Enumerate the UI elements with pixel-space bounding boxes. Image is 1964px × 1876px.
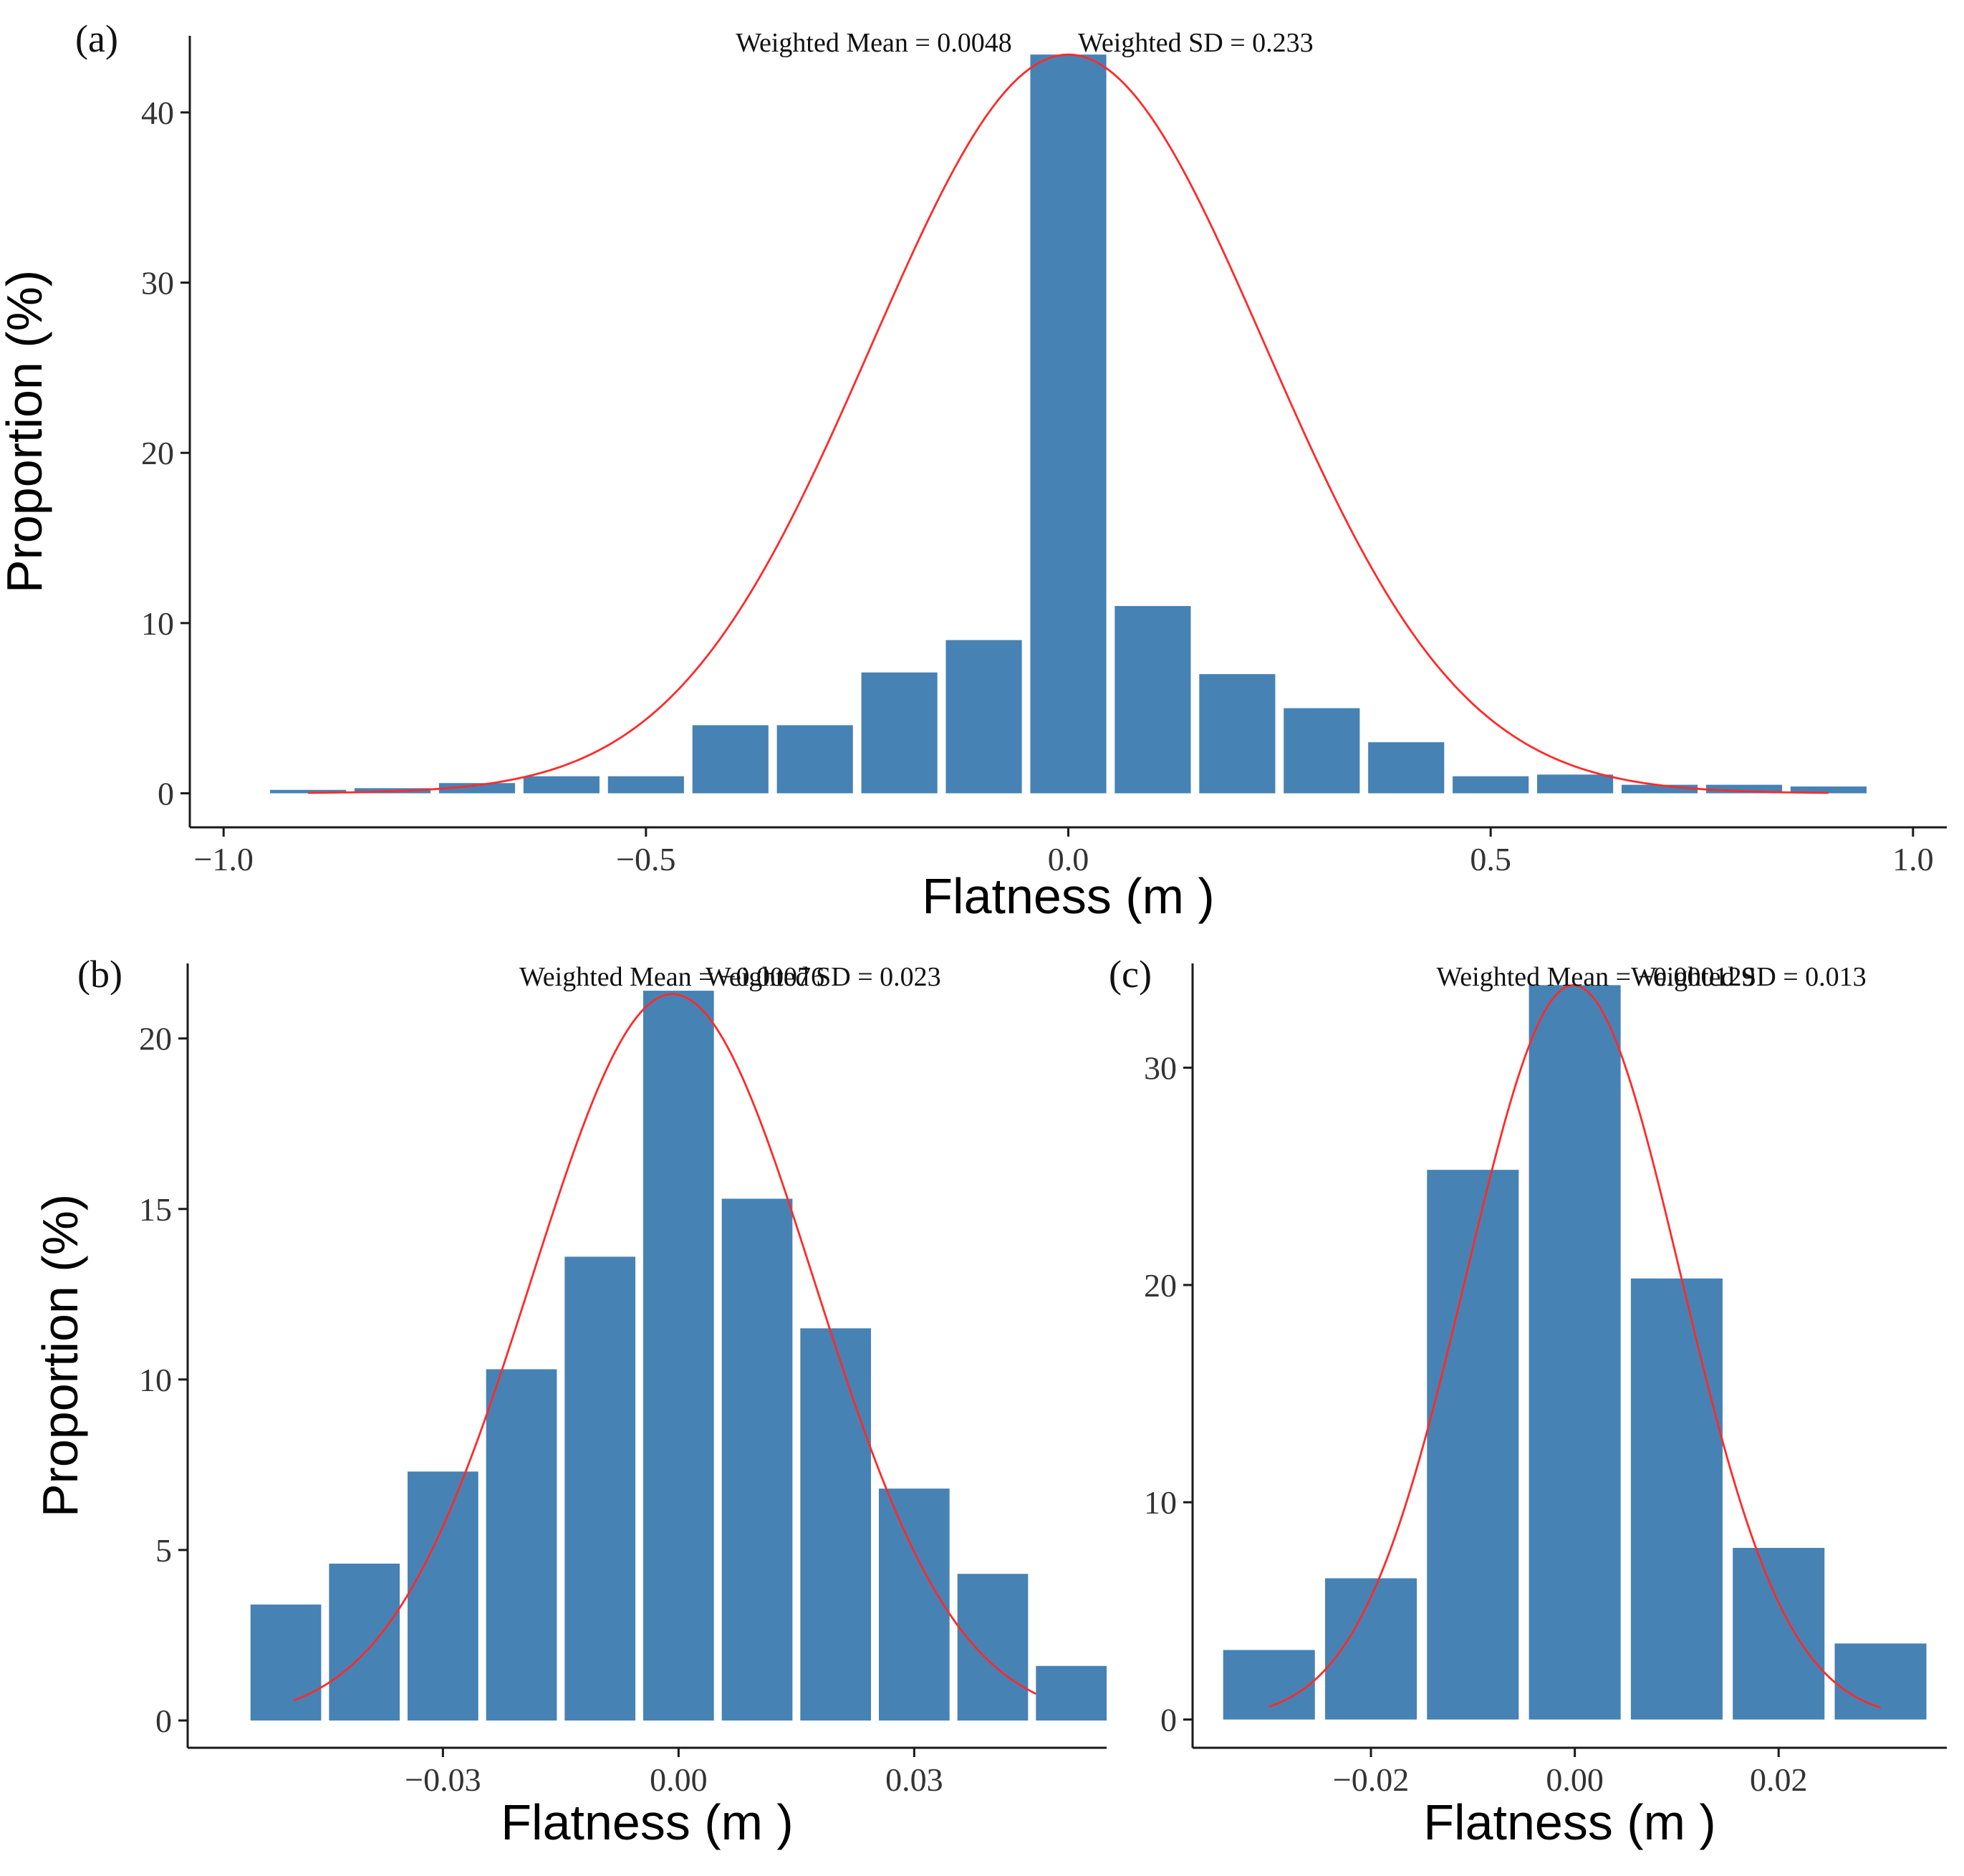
bar — [607, 776, 684, 794]
panel-label: (c) — [1109, 953, 1152, 996]
bar — [329, 1563, 400, 1721]
bar — [1223, 1650, 1315, 1720]
bar — [1705, 784, 1783, 794]
bar — [1834, 1643, 1927, 1720]
y-tick-label: 5 — [155, 1532, 172, 1569]
bar — [1453, 776, 1529, 794]
weighted-sd-label: Weighted SD = 0.013 — [1631, 962, 1867, 992]
bars-c — [1223, 985, 1927, 1720]
bar — [1621, 784, 1698, 794]
y-tick-label: 20 — [1144, 1267, 1177, 1304]
bar — [1427, 1170, 1519, 1720]
x-axis-title: Flatness (m ) — [1423, 1794, 1715, 1850]
x-axis-title: Flatness (m ) — [922, 868, 1214, 924]
bar — [1368, 742, 1445, 794]
weighted-mean-label: Weighted Mean = −0.00076 — [519, 962, 824, 992]
x-tick-label: −0.03 — [405, 1761, 481, 1798]
bar — [692, 725, 769, 794]
normal-fit-curve — [293, 993, 1036, 1702]
weighted-sd-label: Weighted SD = 0.023 — [706, 962, 941, 992]
y-tick-label: 10 — [141, 605, 174, 642]
bar — [1790, 786, 1867, 794]
bar — [564, 1256, 636, 1721]
y-tick-label: 0 — [1160, 1702, 1177, 1738]
normal-fit-curve — [1269, 983, 1881, 1709]
bar — [1115, 606, 1191, 794]
bars-a — [270, 54, 1867, 794]
x-tick-label: 0.5 — [1470, 841, 1511, 877]
bar — [776, 725, 853, 794]
bar — [1537, 774, 1614, 794]
x-axis-title: Flatness (m ) — [501, 1794, 793, 1850]
y-tick-label: 0 — [155, 1703, 172, 1739]
y-tick-label: 20 — [141, 435, 174, 471]
y-tick-label: 10 — [139, 1362, 172, 1398]
bar — [1324, 1578, 1417, 1720]
x-tick-label: 0.00 — [1546, 1761, 1604, 1798]
panel-label: (a) — [75, 17, 118, 60]
bar — [486, 1369, 557, 1721]
y-axis-title: Proportion (%) — [0, 270, 52, 593]
bar — [800, 1328, 872, 1721]
y-tick-label: 0 — [158, 775, 174, 812]
bar — [643, 991, 714, 1721]
bar — [1030, 54, 1107, 794]
panel-label: (b) — [77, 953, 122, 996]
panel-b: 0 5 10 15 20 −0.03 0.00 0.03 (b) Weighted Mean = … — [32, 953, 1107, 1850]
bar — [1733, 1547, 1825, 1720]
x-tick-label: 0.00 — [650, 1761, 708, 1798]
y-tick-label: 15 — [139, 1191, 172, 1228]
bar — [408, 1471, 478, 1721]
bar — [1284, 708, 1360, 794]
bar — [721, 1198, 793, 1721]
y-tick-label: 20 — [139, 1021, 172, 1057]
x-tick-label: −0.5 — [616, 841, 675, 877]
bar — [945, 640, 1022, 794]
y-tick-label: 30 — [141, 265, 174, 302]
x-tick-label: −1.0 — [193, 841, 253, 877]
panel-c: 0 10 20 30 −0.02 0.00 0.02 (c) Weighted Mean = −… — [1109, 953, 1947, 1850]
y-tick-label: 40 — [141, 95, 174, 131]
weighted-sd-label: Weighted SD = 0.233 — [1078, 28, 1314, 58]
bar — [1199, 674, 1276, 794]
bar — [1630, 1278, 1723, 1720]
bar — [250, 1605, 322, 1721]
y-tick-label: 30 — [1144, 1050, 1177, 1087]
normal-fit-curve — [308, 53, 1829, 794]
bar — [878, 1488, 950, 1721]
bars-b — [250, 991, 1107, 1721]
x-tick-label: 0.03 — [885, 1761, 943, 1798]
bar — [438, 783, 516, 794]
x-tick-label: 1.0 — [1892, 841, 1934, 877]
bar — [523, 776, 600, 794]
bar — [957, 1574, 1029, 1721]
bar — [1529, 985, 1621, 1720]
x-tick-label: −0.02 — [1333, 1761, 1409, 1798]
bar — [861, 672, 938, 794]
bar — [1036, 1665, 1107, 1721]
panel-a: 0 10 20 30 40 −1.0 −0.5 0.0 0.5 1.0 (a) Weighted Me… — [0, 17, 1947, 924]
weighted-mean-label: Weighted Mean = 0.0048 — [736, 28, 1012, 58]
x-tick-label: 0.02 — [1750, 1761, 1808, 1798]
y-axis-title: Proportion (%) — [32, 1194, 88, 1517]
y-tick-label: 10 — [1144, 1484, 1177, 1521]
bar — [270, 789, 347, 794]
x-tick-label: 0.0 — [1048, 841, 1089, 877]
weighted-mean-label: Weighted Mean = −0.000129 — [1436, 962, 1755, 992]
